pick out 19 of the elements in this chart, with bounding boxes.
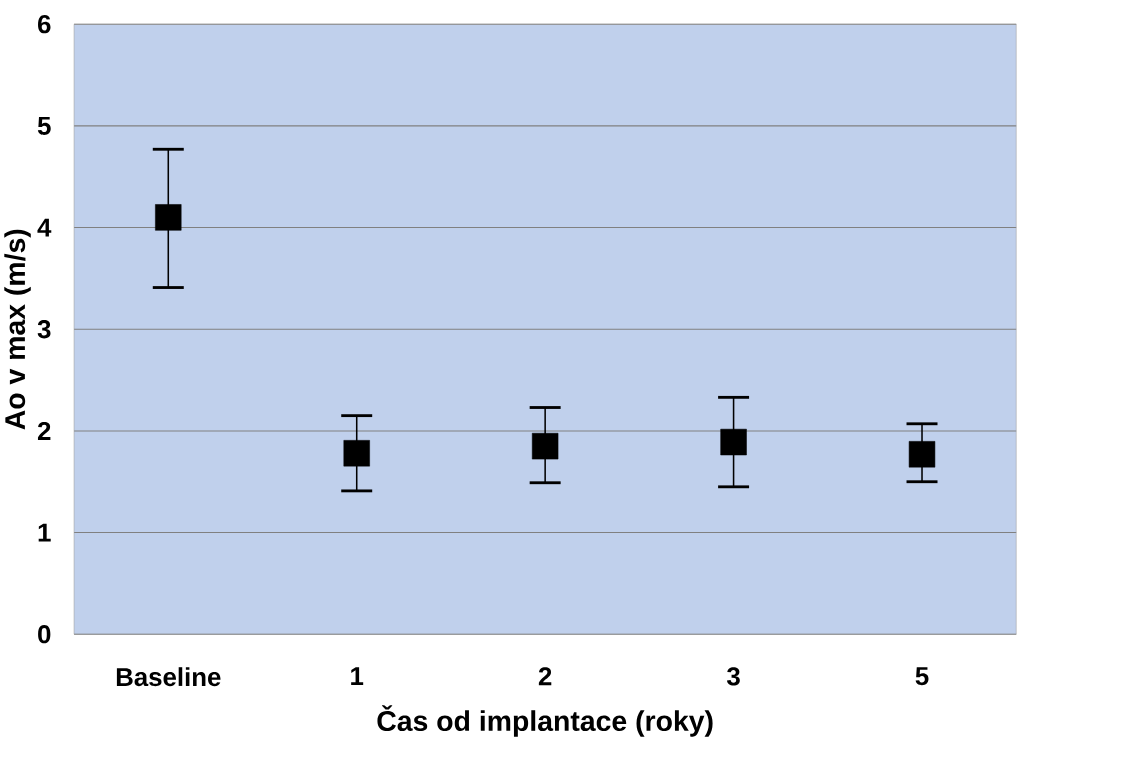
- x-tick-label: Baseline: [116, 667, 221, 686]
- y-tick-label: 6: [38, 14, 51, 34]
- point: [155, 204, 182, 231]
- point: [343, 439, 370, 467]
- y-tick-label: 0: [38, 624, 51, 644]
- x-tick-label: 3: [726, 667, 740, 686]
- point: [531, 432, 559, 460]
- x-tick-label: 1: [351, 667, 364, 685]
- x-axis-title: Čas od implantace (roky): [377, 705, 713, 737]
- y-tick-label: 3: [37, 319, 51, 339]
- y-tick-label: 5: [37, 116, 51, 135]
- point: [908, 440, 936, 468]
- x-tick-label: 2: [538, 667, 552, 686]
- x-tick-label: 5: [915, 667, 929, 686]
- y-tick-label: 2: [37, 421, 51, 440]
- y-tick-label: 1: [38, 523, 51, 542]
- point: [720, 428, 747, 456]
- y-tick-label: 4: [37, 218, 52, 237]
- y-axis-title: Ao v max (m/s): [4, 229, 31, 430]
